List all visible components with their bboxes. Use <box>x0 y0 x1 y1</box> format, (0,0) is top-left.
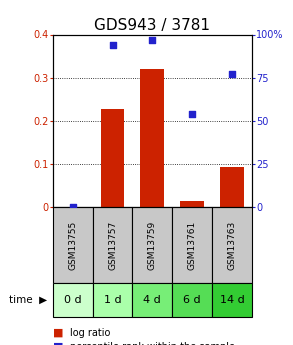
Point <box>110 42 115 48</box>
Text: log ratio: log ratio <box>70 328 111 338</box>
Title: GDS943 / 3781: GDS943 / 3781 <box>94 18 210 33</box>
Bar <box>132 283 172 317</box>
Bar <box>220 167 244 207</box>
Text: 1 d: 1 d <box>104 295 121 305</box>
Bar <box>100 109 125 207</box>
Bar <box>53 207 93 283</box>
Bar <box>172 207 212 283</box>
Point <box>190 111 195 117</box>
Text: ■: ■ <box>53 342 63 345</box>
Point <box>70 204 75 210</box>
Bar <box>132 207 172 283</box>
Point <box>150 37 155 42</box>
Bar <box>180 201 204 207</box>
Text: percentile rank within the sample: percentile rank within the sample <box>70 342 235 345</box>
Text: 6 d: 6 d <box>183 295 201 305</box>
Bar <box>53 283 93 317</box>
Text: ■: ■ <box>53 328 63 338</box>
Bar <box>93 283 132 317</box>
Bar <box>172 283 212 317</box>
Text: 14 d: 14 d <box>220 295 244 305</box>
Text: GSM13757: GSM13757 <box>108 220 117 269</box>
Bar <box>212 283 252 317</box>
Text: GSM13755: GSM13755 <box>68 220 77 269</box>
Bar <box>140 69 164 207</box>
Text: 0 d: 0 d <box>64 295 81 305</box>
Bar <box>212 207 252 283</box>
Bar <box>93 207 132 283</box>
Point <box>230 71 234 77</box>
Text: 4 d: 4 d <box>144 295 161 305</box>
Text: GSM13763: GSM13763 <box>228 220 236 269</box>
Text: time  ▶: time ▶ <box>9 295 47 305</box>
Text: GSM13759: GSM13759 <box>148 220 157 269</box>
Text: GSM13761: GSM13761 <box>188 220 197 269</box>
